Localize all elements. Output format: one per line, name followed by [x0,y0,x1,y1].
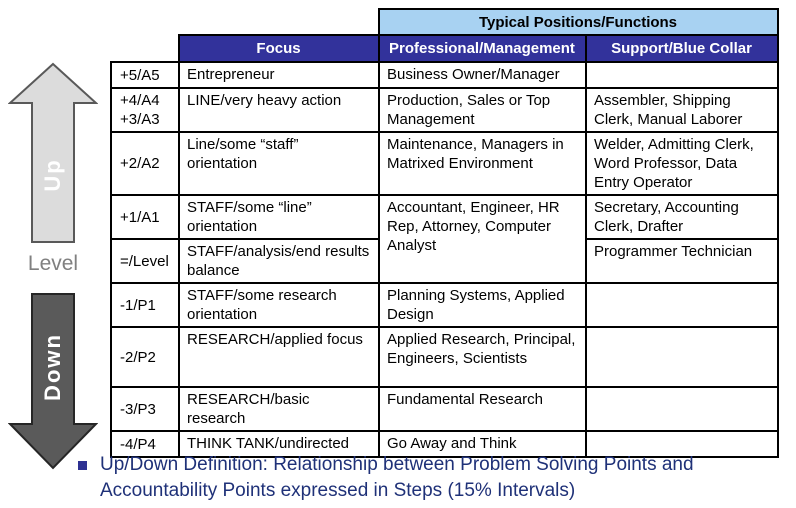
level-cell: -4/P4 [110,430,180,458]
professional-cell: Production, Sales or Top Management [378,87,587,133]
support-cell: Assembler, Shipping Clerk, Manual Labore… [585,87,779,133]
level-cell: -2/P2 [110,326,180,388]
support-cell [585,386,779,432]
level-cell: +1/A1 [110,194,180,240]
focus-cell: STAFF/analysis/end results balance [178,238,380,284]
professional-cell: Accountant, Engineer, HR Rep, Attorney, … [378,194,587,284]
level-header-spacer [111,35,179,62]
focus-cell: LINE/very heavy action [178,87,380,133]
level-cell: -1/P1 [110,282,180,328]
focus-cell: STAFF/some “line” orientation [178,194,380,240]
level-cell: +5/A5 [110,61,180,89]
header-spacer [111,9,379,35]
footnote-line1: Up/Down Definition: Relationship between… [100,454,694,475]
support-cell [585,61,779,89]
table-row: +2/A2 Line/some “staff” orientation Mainte… [110,131,779,196]
up-arrow-icon [8,62,98,243]
table-row: =/Level STAFF/analysis/end results balanc… [110,238,779,284]
up-arrow: Up [8,62,98,244]
level-cell: +2/A2 [110,131,180,196]
top-header-row: Typical Positions/Functions [111,8,779,36]
level-label: Level [27,252,79,275]
support-cell: Secretary, Accounting Clerk, Drafter [585,194,779,240]
professional-cell: Go Away and Think [378,430,587,458]
bullet-square-icon [78,461,87,470]
focus-column-header: Focus [178,34,380,63]
levels-table: Typical Positions/Functions Focus Profes… [110,8,779,458]
focus-cell: Line/some “staff” orientation [178,131,380,196]
down-arrow: Down [8,292,98,470]
table-body: +5/A5 Entrepreneur Business Owner/Manager +… [110,61,779,458]
professional-column-header: Professional/Management [378,34,587,63]
footnote-text: Up/Down Definition: Relationship between… [100,452,694,504]
focus-cell: STAFF/some research orientation [178,282,380,328]
focus-cell: RESEARCH/applied focus [178,326,380,388]
table-row: +1/A1 STAFF/some “line” orientation Accoun… [110,194,779,284]
table-row: -4/P4 THINK TANK/undirected Go Away and Th… [110,430,779,458]
footnote: Up/Down Definition: Relationship between… [78,452,694,504]
focus-cell: THINK TANK/undirected [178,430,380,458]
professional-cell: Applied Research, Principal, Engineers, … [378,326,587,388]
support-cell: Programmer Technician [585,238,779,284]
professional-cell: Business Owner/Manager [378,61,587,89]
down-arrow-icon [8,293,98,470]
level-cell: -3/P3 [110,386,180,432]
level-cell: +4/A4 +3/A3 [110,87,180,133]
up-arrow-label: Up [40,158,65,192]
footnote-line2: Accountability Points expressed in Steps… [100,480,576,501]
professional-cell: Maintenance, Managers in Matrixed Enviro… [378,131,587,196]
table-row: -3/P3 RESEARCH/basic research Fundamental … [110,386,779,432]
table-row: -2/P2 RESEARCH/applied focus Applied Resea… [110,326,779,388]
support-cell: Welder, Admitting Clerk, Word Professor,… [585,131,779,196]
professional-cell: Planning Systems, Applied Design [378,282,587,328]
professional-cell: Fundamental Research [378,386,587,432]
table-row: +5/A5 Entrepreneur Business Owner/Manager [110,61,779,89]
down-arrow-label: Down [40,332,65,401]
column-header-row: Focus Professional/Management Support/Bl… [111,34,779,63]
focus-cell: Entrepreneur [178,61,380,89]
table-row: -1/P1 STAFF/some research orientation Plan… [110,282,779,328]
typical-positions-header: Typical Positions/Functions [378,8,779,36]
support-column-header: Support/Blue Collar [585,34,779,63]
support-cell [585,282,779,328]
table-row: +4/A4 +3/A3 LINE/very heavy action Product… [110,87,779,133]
support-cell [585,430,779,458]
level-cell: =/Level [110,238,180,284]
focus-cell: RESEARCH/basic research [178,386,380,432]
support-cell [585,326,779,388]
